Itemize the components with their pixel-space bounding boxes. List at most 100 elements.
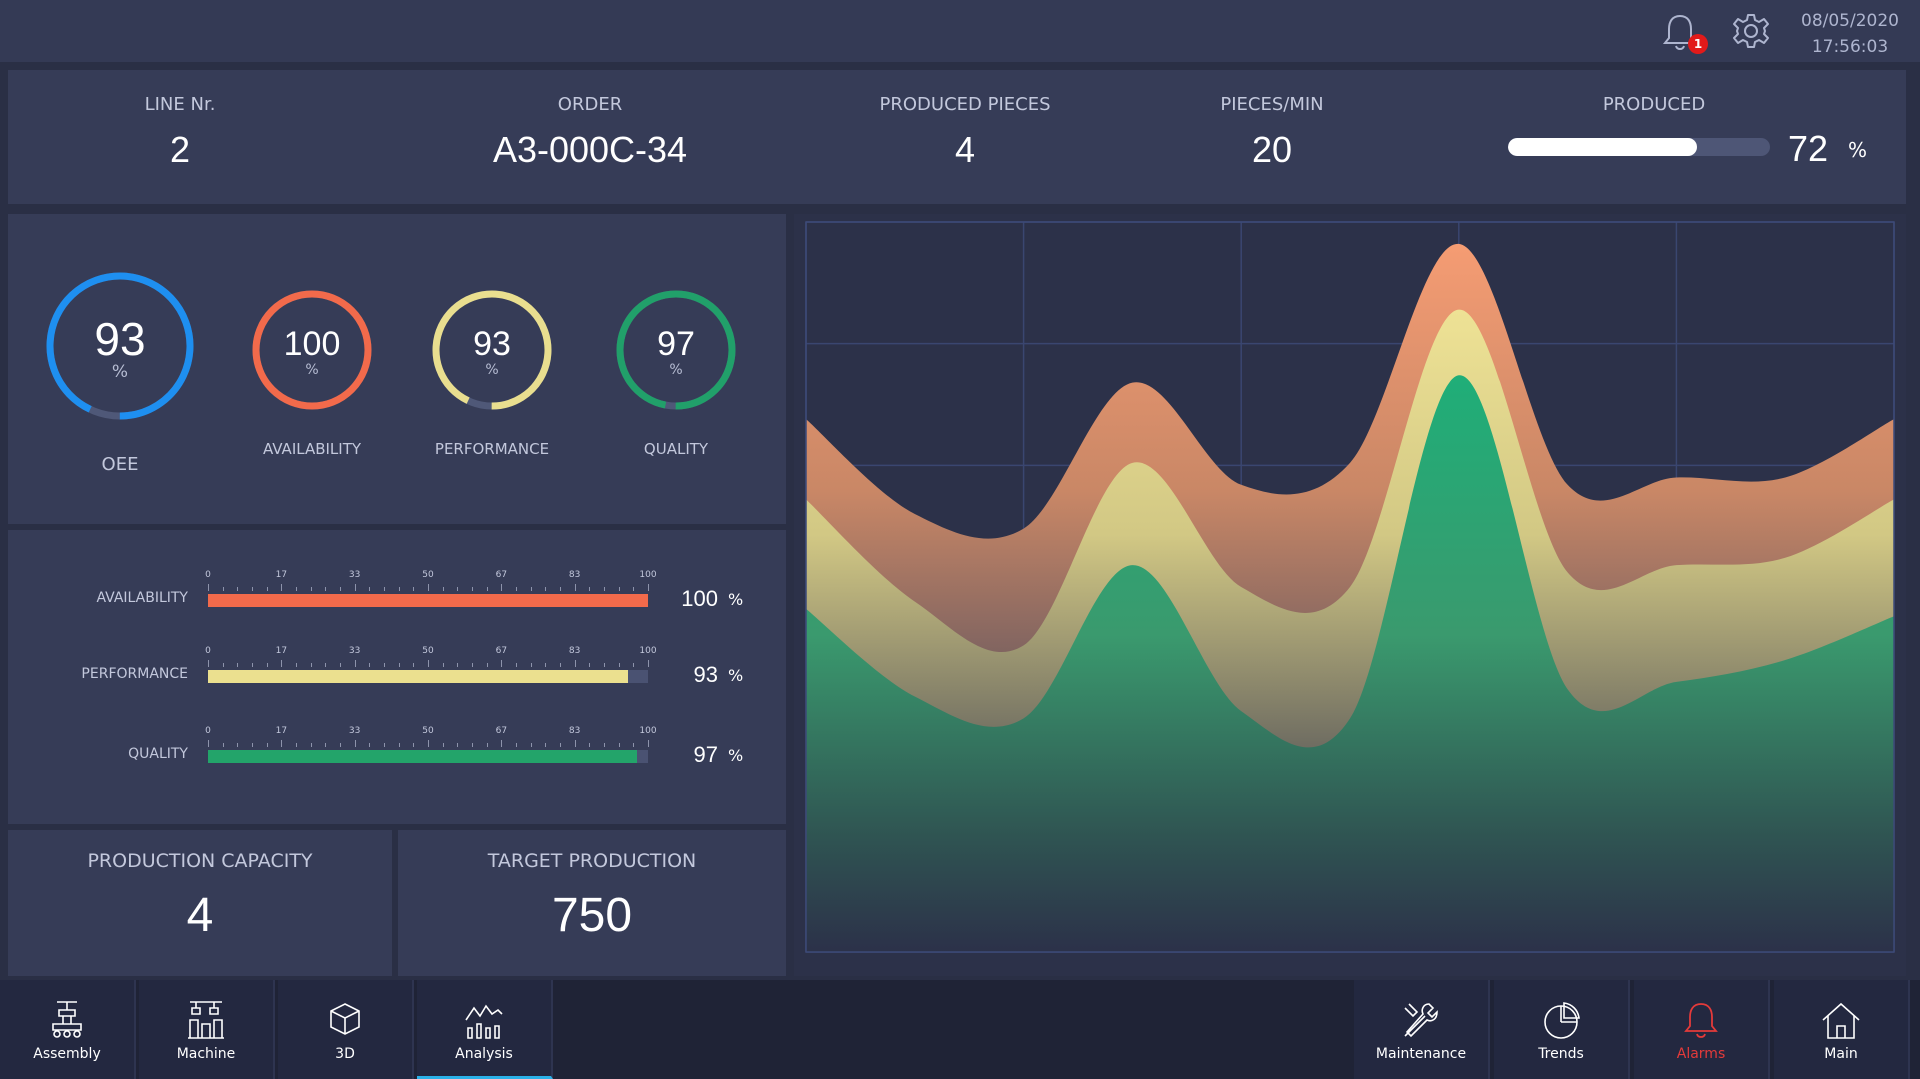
scale-tick [310,663,312,667]
order-kpi: ORDER A3-000C-34 [440,70,740,171]
scale-tick [648,660,649,667]
chart-frame [805,221,1895,953]
production-capacity-label: PRODUCTION CAPACITY [87,850,313,872]
notification-bell-icon[interactable] [1660,10,1700,54]
assembly-icon [52,1001,82,1038]
bar-track [208,750,648,763]
bar-scale: 0 17 33 50 67 83 100 [205,570,657,600]
target-production-panel: TARGET PRODUCTION 750 [398,830,786,976]
scale-tick-label: 0 [205,570,211,580]
pie-chart-icon [1544,1002,1580,1039]
area-series-3 [806,375,1894,952]
bar-label: QUALITY [128,746,188,762]
nav-button-alarms[interactable]: Alarms [1634,980,1770,1079]
nav-button-maintenance[interactable]: Maintenance [1354,980,1490,1079]
bar-fill [208,594,648,607]
gauge-quality: 97% [612,286,740,414]
produced-value: 72 [1788,128,1829,169]
cube-icon [330,1003,360,1035]
scale-tick [618,743,620,747]
produced-progress-bar [1508,138,1770,156]
scale-tick [442,743,444,747]
scale-tick [281,584,283,591]
scale-tick-label: 50 [422,646,434,656]
nav-button-3d[interactable]: 3D [278,980,414,1079]
notification-count-badge: 1 [1688,34,1708,54]
scale-tick [237,663,239,667]
bar-track [208,670,648,683]
gauge-arc [252,290,372,410]
scale-tick [266,663,268,667]
time-text: 17:56:03 [1811,37,1889,57]
nav-button-machine[interactable]: Machine [139,980,275,1079]
scale-tick [296,743,297,747]
machine-icon [188,1001,224,1039]
nav-button-analysis[interactable]: Analysis [417,980,553,1079]
scale-tick [501,584,503,591]
gear-icon[interactable] [1732,12,1770,50]
scale-tick-label: 33 [348,570,361,580]
target-production-label: TARGET PRODUCTION [487,850,697,872]
scale-tick [266,743,268,747]
scale-tick-label: 0 [205,726,211,736]
scale-tick [413,663,415,667]
scale-tick [560,587,561,591]
scale-tick [648,740,649,747]
scale-tick-label: 100 [639,570,657,580]
scale-tick [604,587,605,591]
scale-tick [457,743,459,747]
bar-unit: % [728,746,744,765]
nav-label: Maintenance [1375,1046,1467,1062]
scale-tick [354,740,356,747]
scale-tick-label: 50 [422,570,434,580]
bar-value: 93 [693,662,718,687]
scale-tick [252,743,253,747]
bar-scale: 0 17 33 50 67 83 100 [205,646,657,676]
scale-tick [384,743,385,747]
tools-icon [1404,1003,1438,1038]
scale-tick [501,660,503,667]
gauge-unit: % [669,361,683,378]
scale-tick [457,663,459,667]
bar-value: 100 [681,586,718,611]
scale-tick [516,587,517,591]
scale-tick [340,663,341,667]
scale-tick [266,587,268,591]
scale-tick [516,663,517,667]
scale-tick-label: 50 [422,726,434,736]
scale-tick [472,663,473,667]
bar-label: AVAILABILITY [96,590,188,606]
scale-tick [354,584,356,591]
scale-tick [369,663,371,667]
scale-tick [501,740,503,747]
gauge-label: OEE [101,454,139,475]
bar-row-quality: QUALITY 0 17 33 50 67 83 100 97% [8,726,786,802]
produced-progress-fill [1508,138,1697,156]
scale-tick [208,584,209,591]
scale-tick [486,587,488,591]
gauge-value: 93 [473,324,511,363]
bar-fill [208,670,629,683]
gauge-value: 93 [94,312,146,365]
nav-label: Main [1824,1046,1858,1062]
scale-tick [310,743,312,747]
nav-button-main[interactable]: Main [1774,980,1910,1079]
scale-tick [545,663,547,667]
nav-label: 3D [335,1046,355,1062]
scale-tick [428,584,429,591]
scale-tick [472,587,473,591]
gauges-panel: 93% OEE 100% AVAILABILITY 93% PERFORMANCE 97% Q… [8,214,786,524]
scale-tick [384,587,385,591]
area-chart-panel [794,214,1906,976]
nav-button-assembly[interactable]: Assembly [0,980,136,1079]
scale-tick [574,660,576,667]
scale-tick [281,660,283,667]
scale-tick [648,584,649,591]
bar-label: PERFORMANCE [81,666,188,682]
scale-tick-label: 17 [275,646,288,656]
gauge-label: PERFORMANCE [434,440,550,458]
gauge-unit: % [111,362,129,383]
nav-button-trends[interactable]: Trends [1494,980,1630,1079]
order-value: A3-000C-34 [492,129,688,170]
bottom-nav: Assembly Machine 3D Analysis Maintenance Tren… [0,980,1920,1079]
